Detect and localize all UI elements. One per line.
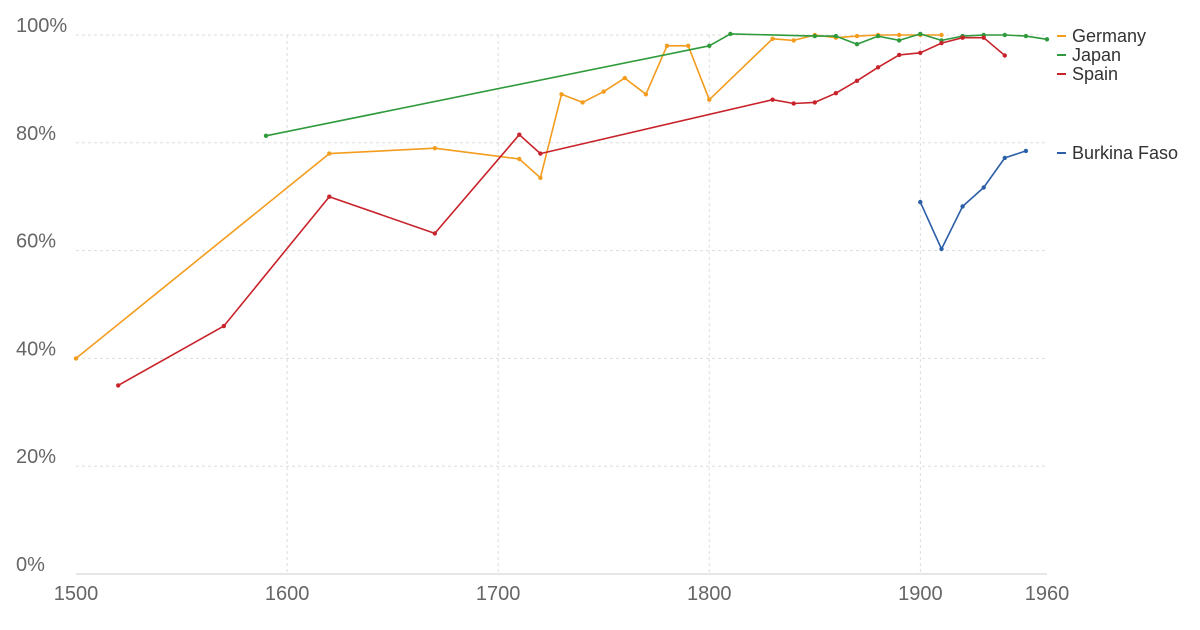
- data-point: [875, 65, 881, 70]
- series-lines: [73, 31, 1050, 388]
- legend-label: Burkina Faso: [1072, 143, 1178, 163]
- x-tick-label: 1500: [54, 583, 99, 605]
- y-tick-label: 60%: [16, 231, 56, 253]
- data-point: [981, 35, 986, 40]
- data-point: [432, 231, 437, 236]
- data-point: [1044, 37, 1050, 42]
- x-tick-label: 1900: [898, 583, 943, 605]
- data-point: [918, 31, 923, 37]
- series-line: [919, 150, 1027, 250]
- series-spain: [116, 35, 1007, 388]
- data-point: [939, 40, 944, 46]
- legend-item: Spain: [1057, 64, 1118, 84]
- data-point: [791, 101, 796, 106]
- data-point: [580, 100, 585, 105]
- legend-label: Spain: [1072, 64, 1118, 84]
- data-point: [432, 146, 437, 151]
- data-point: [538, 175, 543, 180]
- data-point: [833, 91, 839, 96]
- y-tick-label: 40%: [16, 338, 56, 360]
- data-point: [897, 52, 902, 58]
- data-point: [622, 75, 627, 81]
- data-point: [854, 33, 860, 39]
- data-point: [812, 100, 817, 105]
- data-point: [897, 32, 902, 38]
- data-point: [1023, 148, 1029, 154]
- data-point: [538, 151, 543, 156]
- data-point: [939, 32, 944, 38]
- data-point: [1002, 53, 1007, 58]
- series-japan: [263, 31, 1050, 138]
- data-point: [221, 323, 226, 329]
- x-tick-label: 1960: [1025, 583, 1070, 605]
- y-tick-label: 100%: [16, 15, 67, 37]
- data-point: [897, 38, 902, 43]
- data-point: [918, 199, 923, 205]
- data-point: [601, 89, 606, 94]
- series-burkina-faso: [918, 148, 1029, 252]
- data-point: [643, 92, 649, 97]
- data-point: [1002, 155, 1007, 161]
- y-tick-label: 20%: [16, 446, 56, 468]
- data-point: [73, 356, 79, 361]
- data-point: [1002, 32, 1007, 38]
- data-point: [1023, 33, 1029, 39]
- x-tick-label: 1700: [476, 583, 521, 605]
- axes: 0% 20% 40% 60% 80% 100% 1500 1600 1700 1800 1900 19…: [16, 15, 1069, 605]
- data-point: [791, 38, 796, 43]
- data-point: [116, 383, 121, 388]
- series-germany: [73, 32, 944, 361]
- data-point: [707, 43, 712, 48]
- grid: [76, 34, 1047, 574]
- data-point: [960, 35, 965, 40]
- legend-label: Japan: [1072, 45, 1121, 65]
- series-line: [117, 36, 1006, 387]
- y-tick-label: 0%: [16, 554, 45, 576]
- data-point: [686, 43, 691, 48]
- data-point: [728, 31, 733, 37]
- data-point: [960, 204, 965, 209]
- data-point: [833, 33, 839, 39]
- data-point: [854, 42, 860, 47]
- data-point: [939, 246, 944, 252]
- data-point: [517, 132, 522, 137]
- y-tick-label: 80%: [16, 123, 56, 145]
- data-point: [981, 185, 986, 190]
- data-point: [770, 97, 775, 102]
- data-point: [517, 156, 522, 162]
- legend-item: Japan: [1057, 45, 1121, 65]
- data-point: [327, 151, 332, 156]
- data-point: [854, 78, 860, 84]
- data-point: [664, 43, 670, 48]
- x-tick-label: 1800: [687, 583, 732, 605]
- legend-item: Burkina Faso: [1057, 143, 1178, 163]
- data-point: [770, 36, 775, 41]
- data-point: [918, 50, 923, 55]
- data-point: [875, 33, 881, 39]
- legend-item: Germany: [1057, 26, 1146, 46]
- data-point: [263, 133, 269, 138]
- data-point: [327, 194, 332, 199]
- data-point: [707, 97, 712, 102]
- series-line: [75, 34, 942, 360]
- data-point: [559, 92, 564, 97]
- data-point: [812, 33, 817, 39]
- legend-label: Germany: [1072, 26, 1146, 46]
- x-tick-label: 1600: [265, 583, 310, 605]
